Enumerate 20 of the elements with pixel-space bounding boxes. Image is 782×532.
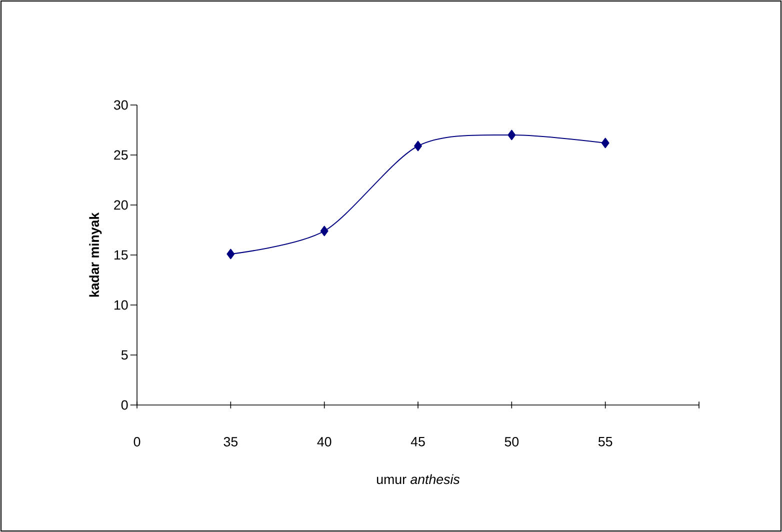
y-tick-label: 15 [114,250,128,260]
point [414,140,422,152]
x-tick-label: 35 [224,437,238,446]
x-axis-title: umur anthesis [376,474,460,484]
x-tick-label: 55 [598,437,612,446]
y-tick-label: 0 [121,400,128,410]
x-tick-label: 45 [410,437,425,446]
x-tick-label: 40 [317,437,332,446]
y-tick-label: 30 [114,100,128,110]
x-tick-label: 0 [134,437,140,446]
point [320,226,328,236]
y-tick-label: 10 [114,300,128,310]
y-tick-label: 5 [121,350,128,360]
point [508,130,516,140]
y-axis-title: kadar minyak [89,212,102,297]
point [601,138,610,148]
y-tick-label: 25 [114,150,128,160]
x-tick-label: 50 [504,437,519,446]
point [226,248,235,260]
y-tick-label: 20 [114,200,128,210]
